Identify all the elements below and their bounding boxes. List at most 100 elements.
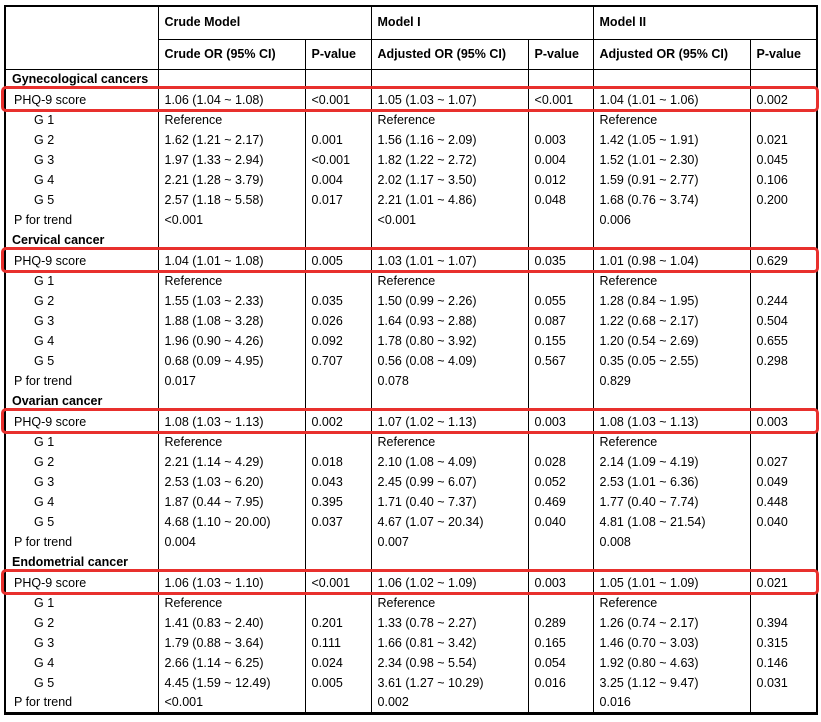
or-ci-cell: 1.68 (0.76 ~ 3.74) — [592, 190, 751, 210]
p-value-cell — [527, 693, 594, 714]
p-value-cell — [304, 271, 372, 291]
table-row: G 4 2.21 (1.28 ~ 3.79) 0.004 2.02 (1.17 ~ 3… — [4, 170, 818, 190]
table-row: G 1 Reference Reference Reference — [4, 110, 818, 130]
empty-cell — [304, 552, 372, 573]
p-value-cell: 0.021 — [749, 573, 818, 593]
or-ci-cell: <0.001 — [157, 210, 305, 230]
or-ci-cell: Reference — [157, 271, 305, 291]
or-ci-cell: 3.25 (1.12 ~ 9.47) — [592, 673, 751, 693]
row-label: PHQ-9 score — [4, 251, 158, 271]
p-value-cell: 0.001 — [304, 130, 372, 150]
p-value-cell: 0.201 — [304, 613, 372, 633]
or-ci-cell: 0.007 — [370, 532, 529, 552]
p-value-cell: 0.469 — [527, 492, 594, 512]
p-value-cell: 0.155 — [527, 331, 594, 351]
row-label: PHQ-9 score — [4, 573, 158, 593]
table-row: PHQ-9 score 1.06 (1.03 ~ 1.10) <0.001 1.06 … — [4, 573, 818, 593]
row-label: G 3 — [4, 150, 158, 170]
empty-cell — [304, 230, 372, 251]
or-ci-cell: 4.68 (1.10 ~ 20.00) — [157, 512, 305, 532]
p-value-cell: 0.504 — [749, 311, 818, 331]
p-value-cell: 0.165 — [527, 633, 594, 653]
table-row: G 5 4.45 (1.59 ~ 12.49) 0.005 3.61 (1.27 ~ … — [4, 673, 818, 693]
p-value-cell: 0.055 — [527, 291, 594, 311]
row-label: G 2 — [4, 291, 158, 311]
p-value-cell — [527, 532, 594, 552]
p-value-cell: 0.017 — [304, 190, 372, 210]
table-row: P for trend 0.017 0.078 0.829 — [4, 371, 818, 391]
table-header: Crude Model Model I Model II Crude OR (95% … — [4, 6, 818, 70]
or-ci-cell: 3.61 (1.27 ~ 10.29) — [370, 673, 529, 693]
row-label: G 4 — [4, 653, 158, 673]
p-value-cell: 0.567 — [527, 351, 594, 371]
row-label: G 3 — [4, 472, 158, 492]
p-value-cell — [527, 593, 594, 613]
model-header-row: Crude Model Model I Model II — [4, 6, 818, 70]
p-value-cell: 0.003 — [527, 573, 594, 593]
p-value-cell — [749, 432, 818, 452]
p-value-cell: 0.052 — [527, 472, 594, 492]
table-row: G 3 1.88 (1.08 ~ 3.28) 0.026 1.64 (0.93 ~ 2… — [4, 311, 818, 331]
or-ci-cell: 0.078 — [370, 371, 529, 391]
p-value-cell — [749, 110, 818, 130]
or-ci-cell: 0.002 — [370, 693, 529, 714]
or-ci-cell: Reference — [370, 110, 529, 130]
row-label: G 1 — [4, 593, 158, 613]
or-ci-cell: 1.33 (0.78 ~ 2.27) — [370, 613, 529, 633]
table-row: G 4 1.87 (0.44 ~ 7.95) 0.395 1.71 (0.40 ~ 7… — [4, 492, 818, 512]
or-ci-cell: 1.04 (1.01 ~ 1.06) — [592, 90, 751, 110]
p-value-cell: 0.012 — [527, 170, 594, 190]
empty-cell — [370, 391, 529, 412]
empty-cell — [749, 230, 818, 251]
p-value-cell: 0.035 — [304, 291, 372, 311]
or-ci-cell: 1.42 (1.05 ~ 1.91) — [592, 130, 751, 150]
p-value-cell: 0.018 — [304, 452, 372, 472]
row-label: G 4 — [4, 492, 158, 512]
or-ci-cell: 2.10 (1.08 ~ 4.09) — [370, 452, 529, 472]
p-value-cell — [749, 532, 818, 552]
or-ci-cell: 2.57 (1.18 ~ 5.58) — [157, 190, 305, 210]
or-ci-cell: 2.21 (1.01 ~ 4.86) — [370, 190, 529, 210]
p-value-cell — [527, 371, 594, 391]
p-value-cell — [749, 693, 818, 714]
section-title-row: Endometrial cancer — [4, 552, 818, 573]
or-ci-cell: 1.64 (0.93 ~ 2.88) — [370, 311, 529, 331]
empty-cell — [592, 552, 751, 573]
empty-cell — [749, 552, 818, 573]
p-value-cell — [527, 210, 594, 230]
table-row: G 1 Reference Reference Reference — [4, 593, 818, 613]
p-value-cell: 0.031 — [749, 673, 818, 693]
p-value-cell: 0.004 — [304, 170, 372, 190]
p-value-cell: 0.045 — [749, 150, 818, 170]
or-ci-cell: 2.02 (1.17 ~ 3.50) — [370, 170, 529, 190]
or-ci-cell: <0.001 — [157, 693, 305, 714]
p-value-cell — [304, 432, 372, 452]
or-ci-cell: 0.008 — [592, 532, 751, 552]
or-ci-cell: 1.06 (1.03 ~ 1.10) — [157, 573, 305, 593]
row-label: P for trend — [4, 532, 158, 552]
row-label: G 2 — [4, 613, 158, 633]
row-label: P for trend — [4, 371, 158, 391]
row-label: G 4 — [4, 170, 158, 190]
p-value-cell: 0.021 — [749, 130, 818, 150]
or-ci-cell: 1.04 (1.01 ~ 1.08) — [157, 251, 305, 271]
p-value-cell: 0.048 — [527, 190, 594, 210]
empty-cell — [527, 391, 594, 412]
row-label: G 3 — [4, 633, 158, 653]
table-row: P for trend <0.001 <0.001 0.006 — [4, 210, 818, 230]
p-value-cell: 0.244 — [749, 291, 818, 311]
empty-cell — [592, 391, 751, 412]
row-label: G 1 — [4, 110, 158, 130]
or-ci-cell: 4.45 (1.59 ~ 12.49) — [157, 673, 305, 693]
section-title-row: Gynecological cancers — [4, 69, 818, 90]
p-value-cell: 0.002 — [304, 412, 372, 432]
or-ci-cell: 1.06 (1.04 ~ 1.08) — [157, 90, 305, 110]
or-ci-cell: Reference — [370, 271, 529, 291]
or-ci-cell: 1.62 (1.21 ~ 2.17) — [157, 130, 305, 150]
section-title: Endometrial cancer — [4, 552, 158, 573]
column-header: Adjusted OR (95% CI) — [370, 39, 529, 70]
or-ci-cell: Reference — [592, 432, 751, 452]
empty-cell — [157, 391, 305, 412]
or-ci-cell: 1.52 (1.01 ~ 2.30) — [592, 150, 751, 170]
table-row: P for trend <0.001 0.002 0.016 — [4, 693, 818, 714]
